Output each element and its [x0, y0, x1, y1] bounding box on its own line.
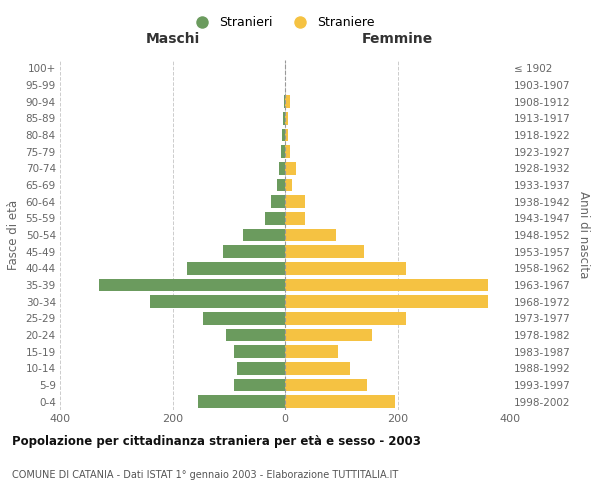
Bar — [271, 196, 285, 208]
Bar — [285, 262, 406, 274]
Text: Femmine: Femmine — [362, 32, 433, 46]
Bar — [223, 246, 285, 258]
Bar — [285, 346, 338, 358]
Text: Popolazione per cittadinanza straniera per età e sesso - 2003: Popolazione per cittadinanza straniera p… — [12, 435, 421, 448]
Bar — [100, 279, 285, 291]
Bar — [285, 96, 290, 108]
Bar — [285, 129, 289, 141]
Bar — [226, 329, 285, 341]
Bar — [285, 379, 367, 391]
Bar — [281, 146, 285, 158]
Text: COMUNE DI CATANIA - Dati ISTAT 1° gennaio 2003 - Elaborazione TUTTITALIA.IT: COMUNE DI CATANIA - Dati ISTAT 1° gennai… — [12, 470, 398, 480]
Bar — [282, 129, 285, 141]
Bar — [285, 329, 372, 341]
Bar — [283, 112, 285, 124]
Bar — [285, 362, 350, 374]
Bar — [203, 312, 285, 324]
Bar — [187, 262, 285, 274]
Bar — [285, 396, 395, 408]
Bar — [285, 312, 406, 324]
Bar — [285, 196, 305, 208]
Bar — [280, 162, 285, 174]
Bar — [265, 212, 285, 224]
Bar — [150, 296, 285, 308]
Bar — [285, 146, 290, 158]
Y-axis label: Fasce di età: Fasce di età — [7, 200, 20, 270]
Bar — [237, 362, 285, 374]
Y-axis label: Anni di nascita: Anni di nascita — [577, 192, 590, 278]
Bar — [285, 279, 487, 291]
Bar — [277, 179, 285, 192]
Bar — [285, 162, 296, 174]
Bar — [285, 229, 335, 241]
Bar — [285, 212, 305, 224]
Bar — [285, 246, 364, 258]
Bar — [284, 96, 285, 108]
Bar — [285, 296, 487, 308]
Bar — [285, 112, 288, 124]
Bar — [285, 179, 292, 192]
Bar — [243, 229, 285, 241]
Bar — [235, 346, 285, 358]
Bar — [235, 379, 285, 391]
Text: Maschi: Maschi — [145, 32, 200, 46]
Bar — [198, 396, 285, 408]
Legend: Stranieri, Straniere: Stranieri, Straniere — [184, 11, 380, 34]
